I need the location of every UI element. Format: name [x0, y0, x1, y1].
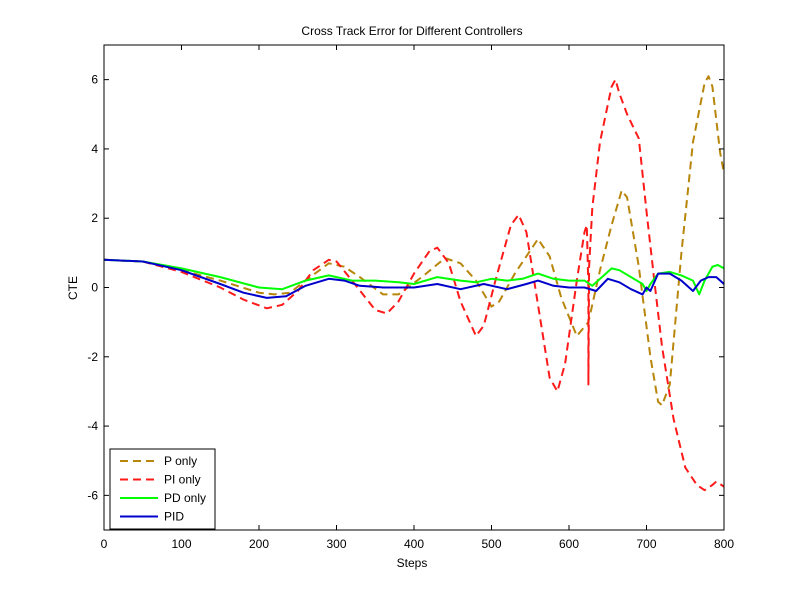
- x-tick-label: 500: [481, 537, 501, 551]
- y-tick-label: 4: [91, 142, 98, 156]
- legend-label: PID: [164, 510, 184, 524]
- x-tick-label: 100: [171, 537, 191, 551]
- y-tick-label: -6: [87, 488, 98, 502]
- series-line-2: [103, 258, 725, 296]
- x-tick-label: 300: [326, 537, 346, 551]
- chart-title: Cross Track Error for Different Controll…: [301, 24, 522, 38]
- y-tick-label: 2: [91, 211, 98, 225]
- series-line-1: [103, 78, 725, 492]
- x-tick-label: 800: [714, 537, 734, 551]
- x-tick-label: 0: [101, 537, 108, 551]
- y-tick-label: -4: [87, 419, 98, 433]
- series-line-3: [103, 258, 725, 299]
- x-tick-label: 200: [249, 537, 269, 551]
- y-tick-label: 0: [91, 281, 98, 295]
- legend-label: P only: [164, 454, 197, 468]
- y-axis-label: CTE: [66, 276, 80, 300]
- x-tick-label: 700: [636, 537, 656, 551]
- legend-label: PD only: [164, 491, 206, 505]
- legend-label: PI only: [164, 473, 201, 487]
- legend: P only PI only PD only PID: [109, 448, 216, 530]
- x-axis-label: Steps: [397, 556, 428, 570]
- x-tick-label: 400: [404, 537, 424, 551]
- x-tick-label: 600: [559, 537, 579, 551]
- series-lines: [103, 75, 725, 492]
- y-tick-label: -2: [87, 350, 98, 364]
- y-tick-label: 6: [91, 73, 98, 87]
